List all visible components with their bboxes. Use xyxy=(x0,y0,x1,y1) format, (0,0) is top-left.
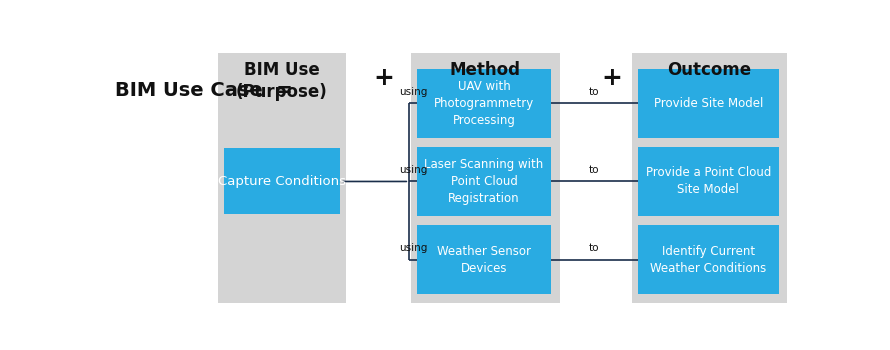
FancyBboxPatch shape xyxy=(411,53,560,303)
Text: Identify Current
Weather Conditions: Identify Current Weather Conditions xyxy=(650,245,766,275)
FancyBboxPatch shape xyxy=(417,225,551,294)
Text: to: to xyxy=(589,165,600,175)
FancyBboxPatch shape xyxy=(637,147,779,216)
Text: BIM Use
(Purpose): BIM Use (Purpose) xyxy=(236,61,328,101)
FancyBboxPatch shape xyxy=(218,53,345,303)
Text: Weather Sensor
Devices: Weather Sensor Devices xyxy=(437,245,531,275)
Text: to: to xyxy=(589,243,600,253)
Text: using: using xyxy=(399,165,427,175)
Text: using: using xyxy=(399,243,427,253)
Text: Outcome: Outcome xyxy=(668,61,752,79)
Text: Capture Conditions: Capture Conditions xyxy=(218,175,346,188)
FancyBboxPatch shape xyxy=(632,53,788,303)
FancyBboxPatch shape xyxy=(223,148,340,215)
Text: Provide Site Model: Provide Site Model xyxy=(653,97,763,110)
Text: UAV with
Photogrammetry
Processing: UAV with Photogrammetry Processing xyxy=(434,80,534,127)
Text: +: + xyxy=(373,66,394,90)
Text: Provide a Point Cloud
Site Model: Provide a Point Cloud Site Model xyxy=(645,167,771,196)
Text: Method: Method xyxy=(450,61,521,79)
FancyBboxPatch shape xyxy=(417,147,551,216)
Text: to: to xyxy=(589,86,600,97)
Text: using: using xyxy=(399,86,427,97)
Text: Laser Scanning with
Point Cloud
Registration: Laser Scanning with Point Cloud Registra… xyxy=(425,158,544,205)
FancyBboxPatch shape xyxy=(417,69,551,138)
FancyBboxPatch shape xyxy=(637,225,779,294)
Text: +: + xyxy=(601,66,622,90)
Text: BIM Use Case  =: BIM Use Case = xyxy=(115,81,293,100)
FancyBboxPatch shape xyxy=(637,69,779,138)
